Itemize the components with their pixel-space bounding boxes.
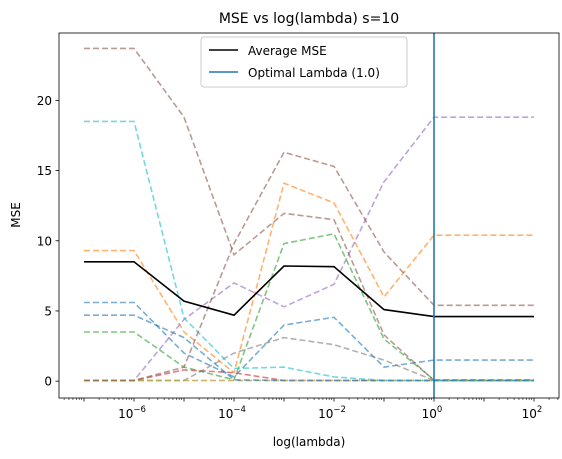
x-tick-label: 10−4: [218, 405, 246, 421]
average-series-group: [84, 260, 534, 318]
x-tick-label: 10−2: [318, 405, 346, 421]
x-axis: 10−6 10−4 10−2 100 102: [63, 398, 559, 421]
y-tick-label: 5: [44, 304, 52, 318]
x-tick-label: 102: [522, 405, 543, 421]
plot-frame: [58, 32, 560, 399]
x-axis-label: log(lambda): [273, 435, 346, 449]
legend-optimal-label: Optimal Lambda (1.0): [248, 66, 380, 80]
fold-line-2: [84, 182, 534, 375]
y-tick-label: 0: [44, 375, 52, 389]
fold-line-12: [84, 314, 534, 382]
fold-line-10: [84, 120, 534, 382]
legend-average-label: Average MSE: [248, 44, 327, 58]
chart-title: MSE vs log(lambda) s=10: [219, 11, 399, 27]
average-mse-line: [84, 260, 534, 318]
fold-line-5: [84, 116, 534, 382]
y-tick-label: 10: [37, 234, 52, 248]
y-tick-label: 15: [37, 164, 52, 178]
legend-box: [200, 36, 408, 88]
y-tick-label: 20: [37, 94, 52, 108]
fold-line-3: [84, 232, 534, 381]
legend: Average MSE Optimal Lambda (1.0): [200, 36, 408, 88]
fold-line-6: [84, 47, 534, 382]
y-axis: 0 5 10 15 20: [37, 94, 59, 389]
fold-line-1: [84, 301, 534, 378]
x-tick-label: 10−6: [118, 405, 146, 421]
x-tick-label: 100: [422, 405, 443, 421]
y-axis-label: MSE: [9, 202, 23, 228]
fold-line-11: [84, 151, 534, 382]
fold-series-group: [84, 47, 534, 382]
